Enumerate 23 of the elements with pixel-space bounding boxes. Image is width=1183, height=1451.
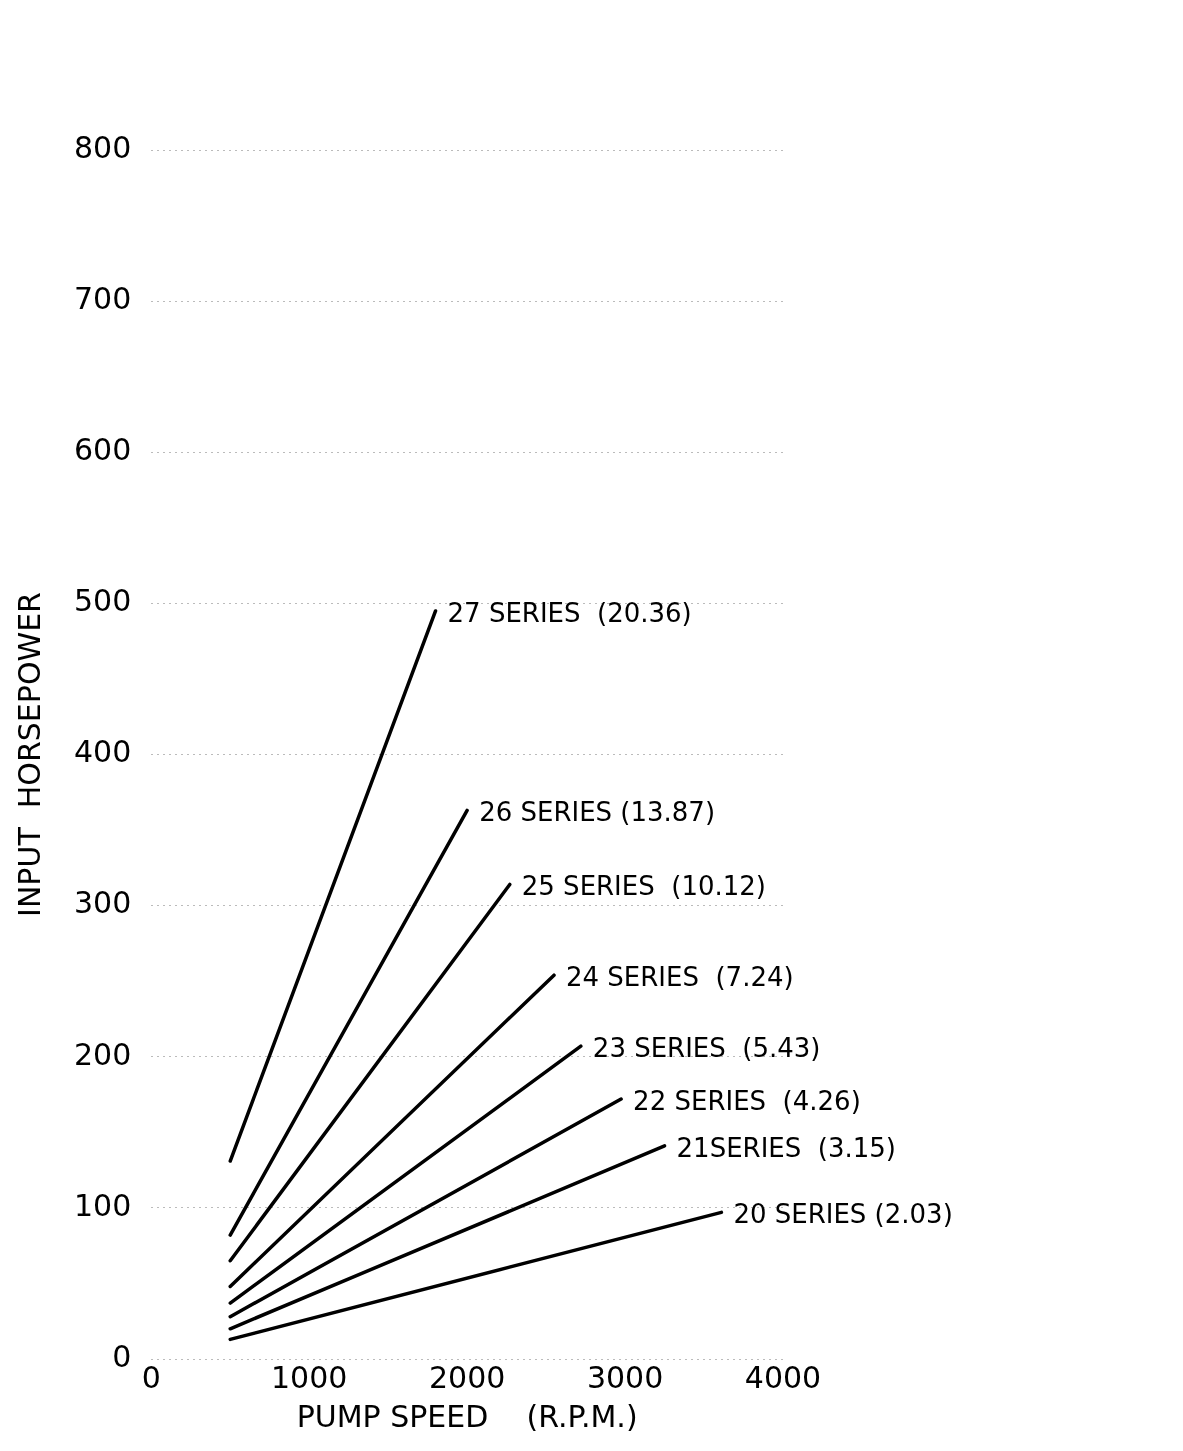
series-label: 25 SERIES (10.12) — [521, 871, 766, 902]
series-label: 22 SERIES (4.26) — [633, 1085, 861, 1116]
series-label: 20 SERIES (2.03) — [733, 1199, 953, 1230]
x-tick-label: 1000 — [271, 1359, 348, 1395]
series-label: 26 SERIES (13.87) — [479, 797, 716, 828]
y-tick-label: 800 — [74, 129, 132, 165]
x-tick-label: 2000 — [428, 1359, 506, 1395]
series-label: 21SERIES (3.15) — [676, 1132, 896, 1163]
series-label: 24 SERIES (7.24) — [565, 961, 794, 992]
x-axis-title: PUMP SPEED (R.P.M.) — [296, 1398, 638, 1434]
x-tick-label: 0 — [141, 1359, 161, 1395]
x-tick-label: 3000 — [586, 1359, 664, 1395]
y-axis-title: INPUT HORSEPOWER — [11, 592, 47, 917]
series-label: 27 SERIES (20.36) — [447, 597, 692, 628]
y-tick-label: 200 — [74, 1036, 132, 1072]
series-label: 23 SERIES (5.43) — [592, 1032, 821, 1063]
y-tick-label: 600 — [74, 432, 132, 468]
y-tick-label: 700 — [74, 280, 132, 316]
y-tick-label: 400 — [74, 734, 132, 770]
y-tick-label: 100 — [74, 1187, 132, 1223]
x-tick-label: 4000 — [744, 1359, 822, 1395]
y-tick-label: 500 — [74, 583, 132, 619]
y-tick-label: 300 — [74, 885, 132, 921]
